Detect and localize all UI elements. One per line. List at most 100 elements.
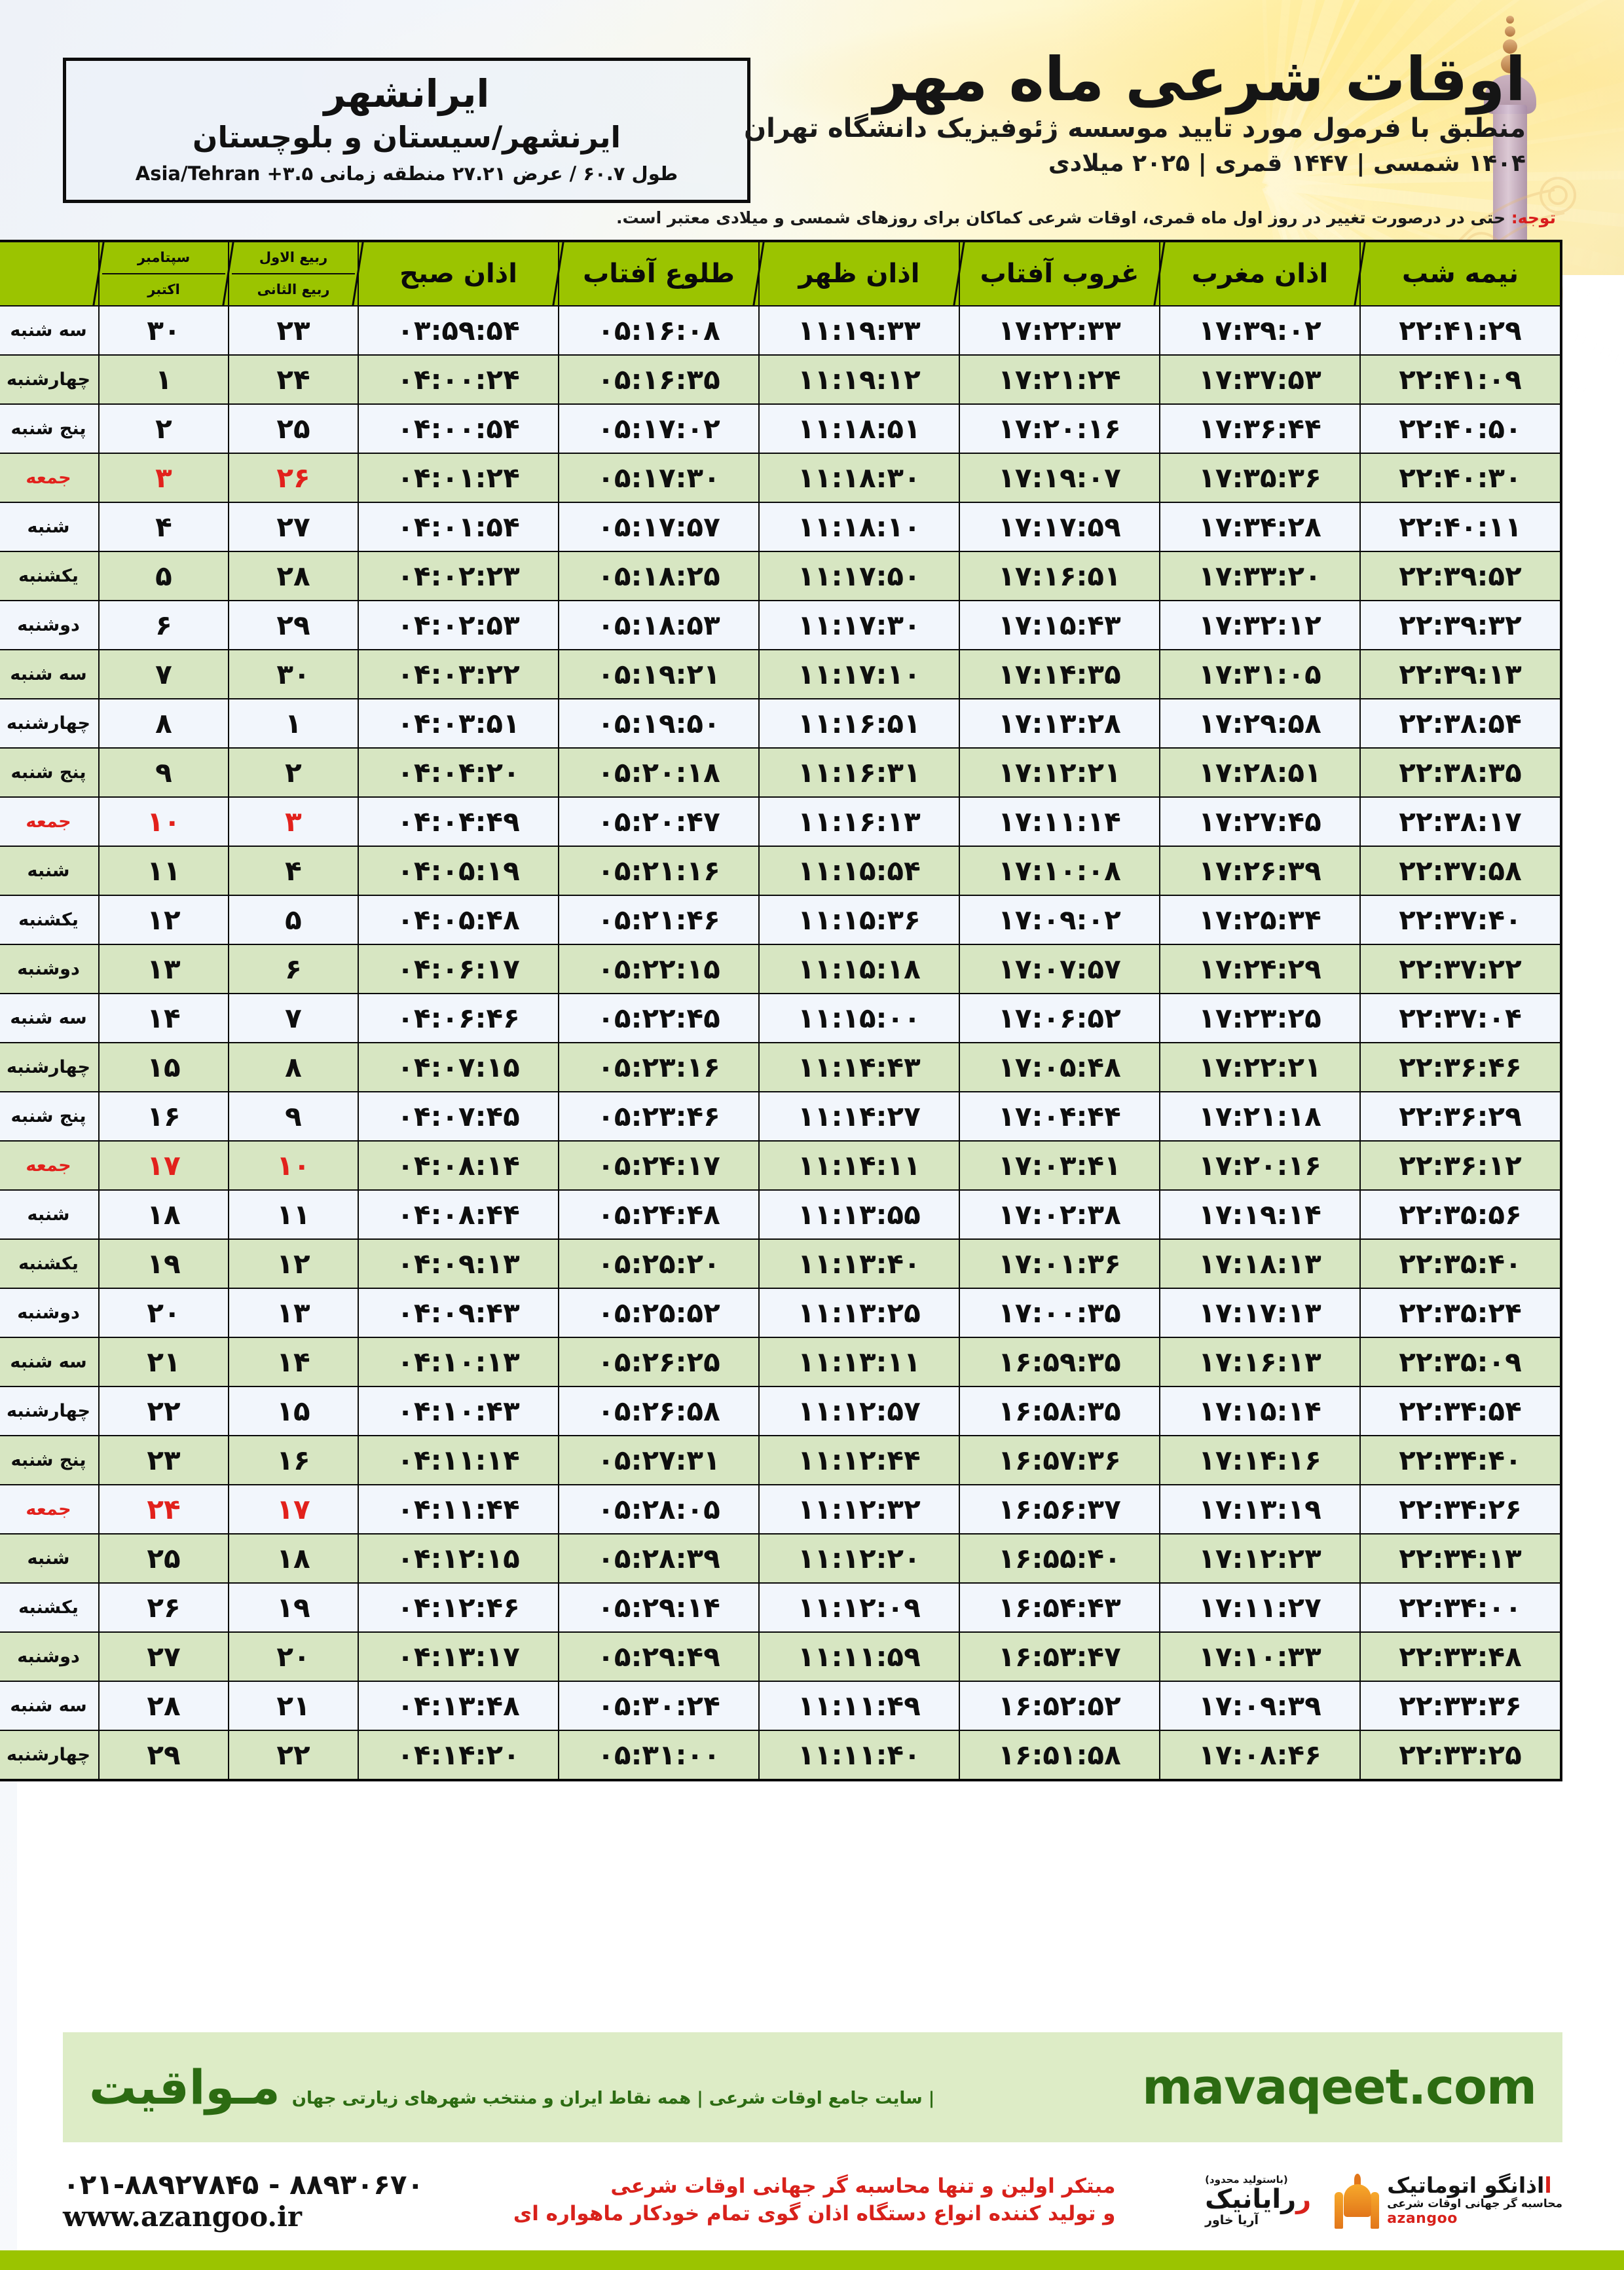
cell-midnight: ۲۲:۳۹:۱۳ (1359, 649, 1562, 699)
cell-sunrise: ۰۵:۲۸:۰۵ (558, 1484, 760, 1535)
cell-maghrib: ۱۷:۳۲:۱۲ (1159, 600, 1361, 650)
cell-weekday: یکشنبه (0, 1582, 100, 1633)
cell-maghrib: ۱۷:۲۷:۴۵ (1159, 796, 1361, 847)
column-header-hijri: ربیع الاول ربیع الثانی (228, 240, 359, 307)
cell-midnight: ۲۲:۳۳:۳۶ (1359, 1681, 1562, 1731)
cell-gregorian: ۱۲ (98, 895, 229, 945)
cell-midnight: ۲۲:۳۹:۵۲ (1359, 551, 1562, 601)
cell-fajr: ۰۴:۱۳:۴۸ (358, 1681, 559, 1731)
cell-weekday: پنج شنبه (0, 1091, 100, 1142)
azangoo-brand-en: azangoo (1387, 2210, 1458, 2227)
cell-dhuhr: ۱۱:۱۲:۳۲ (758, 1484, 960, 1535)
cell-sunrise: ۰۵:۲۳:۱۶ (558, 1042, 760, 1092)
cell-sunrise: ۰۵:۱۷:۰۲ (558, 403, 760, 454)
cell-gregorian: ۳ (98, 453, 229, 503)
table-row: ۲۲:۳۳:۴۸ ۱۷:۱۰:۳۳ ۱۶:۵۳:۴۷ ۱۱:۱۱:۵۹ ۰۵:۲۹:۴۹… (0, 1631, 1562, 1682)
cell-gregorian: ۱۳ (98, 944, 229, 994)
contact-block: ۰۲۱-۸۸۹۲۷۸۴۵ - ۸۸۹۳۰۶۷۰ www.azangoo.ir (63, 2168, 424, 2233)
table-row: ۲۲:۳۴:۴۰ ۱۷:۱۴:۱۶ ۱۶:۵۷:۳۶ ۱۱:۱۲:۴۴ ۰۵:۲۷:۳۱… (0, 1435, 1562, 1485)
table-row: ۲۲:۳۳:۲۵ ۱۷:۰۸:۴۶ ۱۶:۵۱:۵۸ ۱۱:۱۱:۴۰ ۰۵:۳۱:۰۰… (0, 1730, 1562, 1781)
table-row: ۲۲:۳۹:۳۲ ۱۷:۳۲:۱۲ ۱۷:۱۵:۴۳ ۱۱:۱۷:۳۰ ۰۵:۱۸:۵۳… (0, 600, 1562, 650)
mavaqeet-url[interactable]: mavaqeet.com (1142, 2059, 1537, 2115)
cell-gregorian: ۱۰ (98, 796, 229, 847)
cell-sunrise: ۰۵:۱۷:۳۰ (558, 453, 760, 503)
cell-sunrise: ۰۵:۱۸:۵۳ (558, 600, 760, 650)
cell-fajr: ۰۴:۱۰:۱۳ (358, 1337, 559, 1387)
table-row: ۲۲:۳۷:۲۲ ۱۷:۲۴:۲۹ ۱۷:۰۷:۵۷ ۱۱:۱۵:۱۸ ۰۵:۲۲:۱۵… (0, 944, 1562, 994)
attention-note: توجه: حتی در درصورت تغییر در روز اول ماه… (56, 208, 1556, 227)
cell-sunset: ۱۷:۰۱:۳۶ (959, 1238, 1160, 1289)
cell-maghrib: ۱۷:۲۲:۲۱ (1159, 1042, 1361, 1092)
rayaneek-logo[interactable]: (باستولید محدود) ررایانیک آریا خاور (1205, 2174, 1311, 2227)
cell-fajr: ۰۴:۰۰:۲۴ (358, 354, 559, 405)
cell-gregorian: ۲۸ (98, 1681, 229, 1731)
cell-weekday: چهارشنبه (0, 698, 100, 749)
cell-sunset: ۱۷:۱۱:۱۴ (959, 796, 1160, 847)
cell-hijri: ۲۴ (228, 354, 359, 405)
cell-maghrib: ۱۷:۲۳:۲۵ (1159, 993, 1361, 1043)
rayaneek-brand: ررایانیک (1205, 2184, 1312, 2214)
cell-weekday: سه شنبه (0, 1681, 100, 1731)
azangoo-brand-fa: ااذانگو اتوماتیک (1387, 2172, 1552, 2199)
table-body: ۲۲:۴۱:۲۹ ۱۷:۳۹:۰۲ ۱۷:۲۲:۳۳ ۱۱:۱۹:۳۳ ۰۵:۱۶:۰۸… (0, 305, 1562, 1781)
cell-midnight: ۲۲:۳۵:۴۰ (1359, 1238, 1562, 1289)
cell-midnight: ۲۲:۳۴:۴۰ (1359, 1435, 1562, 1485)
mosque-icon (1333, 2172, 1380, 2229)
cell-fajr: ۰۴:۱۳:۱۷ (358, 1631, 559, 1682)
cell-hijri: ۲۵ (228, 403, 359, 454)
cell-maghrib: ۱۷:۰۸:۴۶ (1159, 1730, 1361, 1781)
cell-weekday: چهارشنبه (0, 1386, 100, 1436)
table-row: ۲۲:۴۰:۵۰ ۱۷:۳۶:۴۴ ۱۷:۲۰:۱۶ ۱۱:۱۸:۵۱ ۰۵:۱۷:۰۲… (0, 403, 1562, 454)
cell-sunrise: ۰۵:۲۲:۴۵ (558, 993, 760, 1043)
calendar-years: ۱۴۰۴ شمسی | ۱۴۴۷ قمری | ۲۰۲۵ میلادی (1048, 150, 1526, 177)
azangoo-website[interactable]: www.azangoo.ir (63, 2201, 303, 2233)
cell-hijri: ۲۷ (228, 502, 359, 552)
cell-hijri: ۱۷ (228, 1484, 359, 1535)
cell-weekday: چهارشنبه (0, 354, 100, 405)
cell-midnight: ۲۲:۳۶:۱۲ (1359, 1140, 1562, 1191)
table-row: ۲۲:۳۶:۲۹ ۱۷:۲۱:۱۸ ۱۷:۰۴:۴۴ ۱۱:۱۴:۲۷ ۰۵:۲۳:۴۶… (0, 1091, 1562, 1142)
cell-dhuhr: ۱۱:۱۷:۵۰ (758, 551, 960, 601)
azangoo-logo[interactable]: ااذانگو اتوماتیک محاسبه گر جهانی اوقات ش… (1333, 2172, 1562, 2229)
cell-fajr: ۰۴:۰۹:۱۳ (358, 1238, 559, 1289)
partner-logos: ااذانگو اتوماتیک محاسبه گر جهانی اوقات ش… (1205, 2172, 1562, 2229)
cell-gregorian: ۲۲ (98, 1386, 229, 1436)
cell-dhuhr: ۱۱:۱۳:۵۵ (758, 1189, 960, 1240)
cell-sunrise: ۰۵:۲۶:۲۵ (558, 1337, 760, 1387)
cell-weekday: سه شنبه (0, 649, 100, 699)
cell-weekday: دوشنبه (0, 1288, 100, 1338)
cell-sunset: ۱۷:۰۳:۴۱ (959, 1140, 1160, 1191)
cell-sunset: ۱۷:۲۱:۲۴ (959, 354, 1160, 405)
cell-maghrib: ۱۷:۳۹:۰۲ (1159, 305, 1361, 356)
note-label: توجه: (1511, 208, 1556, 227)
slogan-line-2: و تولید کننده انواع دستگاه اذان گوی تمام… (513, 2202, 1116, 2225)
table-row: ۲۲:۳۴:۱۳ ۱۷:۱۲:۲۳ ۱۶:۵۵:۴۰ ۱۱:۱۲:۲۰ ۰۵:۲۸:۳۹… (0, 1533, 1562, 1584)
mavaqeet-tagline: | سایت جامع اوقات شرعی | همه نقاط ایران … (291, 2089, 935, 2108)
table-row: ۲۲:۳۴:۵۴ ۱۷:۱۵:۱۴ ۱۶:۵۸:۳۵ ۱۱:۱۲:۵۷ ۰۵:۲۶:۵۸… (0, 1386, 1562, 1436)
cell-dhuhr: ۱۱:۱۱:۵۹ (758, 1631, 960, 1682)
cell-fajr: ۰۴:۰۷:۱۵ (358, 1042, 559, 1092)
cell-sunrise: ۰۵:۲۹:۴۹ (558, 1631, 760, 1682)
cell-sunset: ۱۶:۵۱:۵۸ (959, 1730, 1160, 1781)
cell-sunset: ۱۷:۰۹:۰۲ (959, 895, 1160, 945)
cell-sunset: ۱۶:۵۲:۵۲ (959, 1681, 1160, 1731)
cell-dhuhr: ۱۱:۱۶:۱۳ (758, 796, 960, 847)
table-row: ۲۲:۳۸:۱۷ ۱۷:۲۷:۴۵ ۱۷:۱۱:۱۴ ۱۱:۱۶:۱۳ ۰۵:۲۰:۴۷… (0, 796, 1562, 847)
cell-weekday: سه شنبه (0, 305, 100, 356)
cell-fajr: ۰۴:۱۰:۴۳ (358, 1386, 559, 1436)
cell-fajr: ۰۴:۰۱:۲۴ (358, 453, 559, 503)
cell-hijri: ۲۲ (228, 1730, 359, 1781)
cell-gregorian: ۹ (98, 747, 229, 798)
cell-sunrise: ۰۵:۱۹:۵۰ (558, 698, 760, 749)
cell-fajr: ۰۴:۰۴:۴۹ (358, 796, 559, 847)
cell-hijri: ۲ (228, 747, 359, 798)
cell-sunset: ۱۷:۰۲:۳۸ (959, 1189, 1160, 1240)
cell-dhuhr: ۱۱:۱۴:۱۱ (758, 1140, 960, 1191)
cell-sunset: ۱۶:۵۳:۴۷ (959, 1631, 1160, 1682)
cell-midnight: ۲۲:۳۳:۲۵ (1359, 1730, 1562, 1781)
cell-midnight: ۲۲:۴۱:۰۹ (1359, 354, 1562, 405)
cell-maghrib: ۱۷:۱۴:۱۶ (1159, 1435, 1361, 1485)
cell-weekday: یکشنبه (0, 895, 100, 945)
cell-maghrib: ۱۷:۱۰:۳۳ (1159, 1631, 1361, 1682)
cell-midnight: ۲۲:۳۴:۲۶ (1359, 1484, 1562, 1535)
